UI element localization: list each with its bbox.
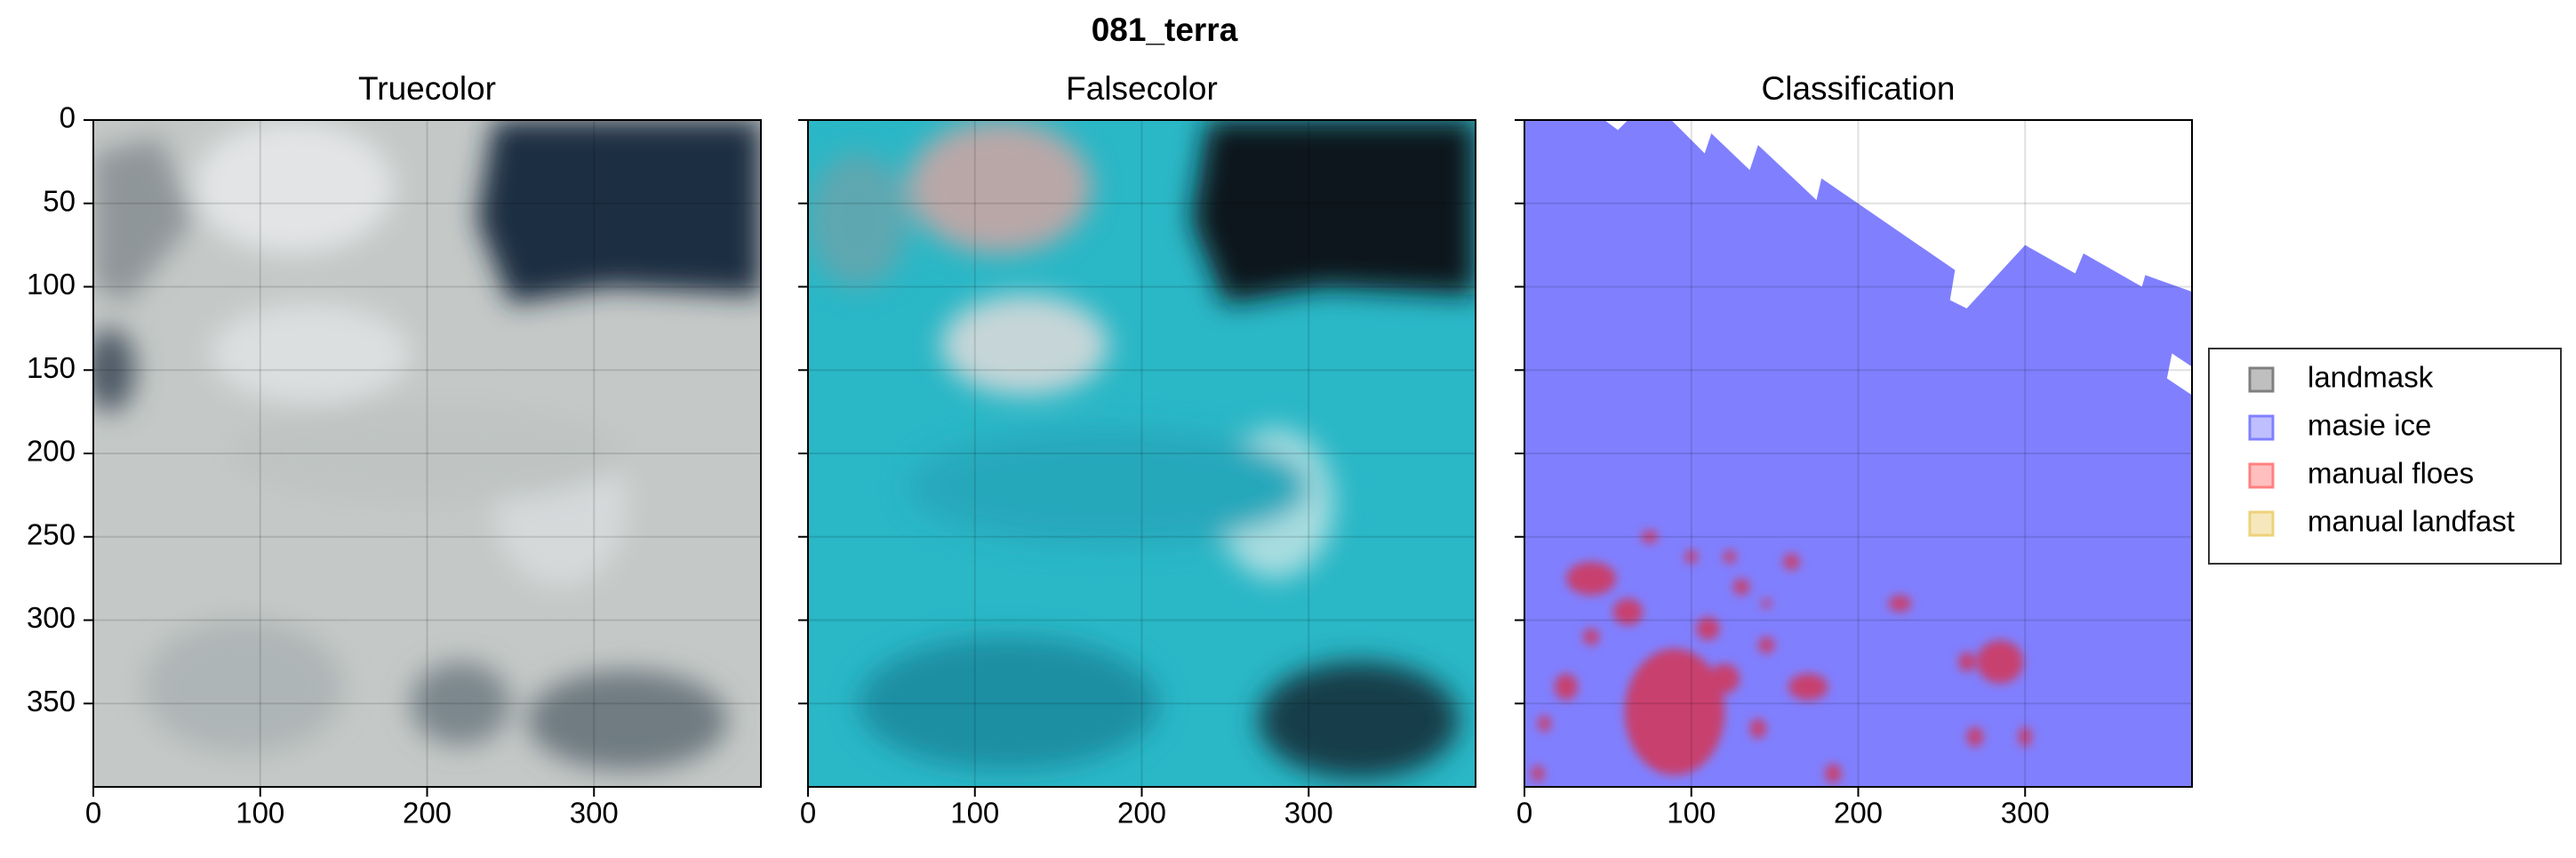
legend-label: manual floes [2308, 457, 2474, 490]
axes-frame [1524, 119, 2193, 788]
x-tick-label: 0 [85, 797, 101, 830]
x-tick-label: 200 [1834, 797, 1883, 830]
panel-title: Truecolor [358, 70, 496, 107]
x-tick-label: 0 [1516, 797, 1532, 830]
panel-title: Falsecolor [1066, 70, 1218, 107]
falsecolor-image [808, 120, 1476, 787]
y-tick-label: 300 [27, 601, 76, 634]
legend-label: manual landfast [2308, 505, 2515, 538]
x-tick-label: 300 [1284, 797, 1333, 830]
y-tick-label: 100 [27, 268, 76, 301]
x-tick-label: 100 [1667, 797, 1716, 830]
x-tick-label: 0 [800, 797, 816, 830]
axes-frame [807, 119, 1476, 788]
legend-swatch [2248, 414, 2275, 441]
truecolor-image [93, 120, 761, 787]
y-tick-label: 250 [27, 517, 76, 550]
x-tick-label: 300 [2001, 797, 2050, 830]
x-tick-label: 100 [236, 797, 284, 830]
legend-label: landmask [2308, 361, 2434, 394]
legend-swatch [2248, 462, 2275, 489]
x-tick-label: 300 [570, 797, 619, 830]
y-tick-label: 200 [27, 435, 76, 468]
x-tick-label: 200 [1117, 797, 1166, 830]
x-tick-label: 100 [950, 797, 999, 830]
legend-label: masie ice [2308, 409, 2431, 442]
panel-title: Classification [1762, 70, 1956, 107]
x-tick-label: 200 [403, 797, 452, 830]
legend-swatch [2248, 510, 2275, 537]
y-tick-label: 0 [60, 101, 76, 134]
classification-image [1524, 120, 2192, 787]
figure-title: 081_terra [1092, 12, 1238, 48]
y-tick-label: 150 [27, 351, 76, 384]
y-tick-label: 50 [43, 184, 76, 217]
axes-frame [92, 119, 762, 788]
legend-swatch [2248, 366, 2275, 393]
y-tick-label: 350 [27, 685, 76, 718]
